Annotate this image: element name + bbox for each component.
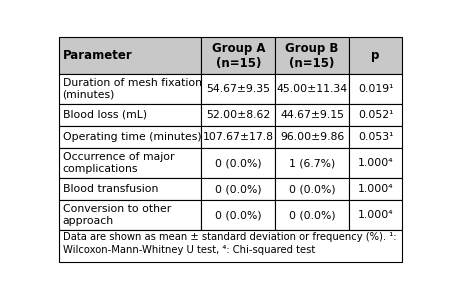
Bar: [349, 178, 402, 200]
Text: 0 (0.0%): 0 (0.0%): [215, 210, 261, 220]
Bar: [202, 178, 275, 200]
Text: Duration of mesh fixation
(minutes): Duration of mesh fixation (minutes): [63, 78, 202, 100]
Bar: [202, 104, 275, 126]
Bar: [349, 104, 402, 126]
Bar: [59, 104, 202, 126]
Bar: [59, 200, 202, 230]
Bar: [202, 37, 275, 74]
Text: 0.053¹: 0.053¹: [358, 132, 393, 142]
Text: 0.052¹: 0.052¹: [358, 110, 393, 120]
Bar: [59, 230, 402, 262]
Text: 52.00±8.62: 52.00±8.62: [206, 110, 270, 120]
Bar: [59, 37, 202, 74]
Text: Group A
(n=15): Group A (n=15): [212, 41, 265, 70]
Text: 1.000⁴: 1.000⁴: [358, 210, 393, 220]
Bar: [59, 126, 202, 149]
Text: p: p: [371, 49, 380, 62]
Bar: [59, 178, 202, 200]
Text: Blood loss (mL): Blood loss (mL): [63, 110, 147, 120]
Text: Conversion to other
approach: Conversion to other approach: [63, 204, 171, 226]
Text: 0 (0.0%): 0 (0.0%): [215, 184, 261, 194]
Text: Parameter: Parameter: [63, 49, 132, 62]
Bar: [275, 37, 349, 74]
Text: 45.00±11.34: 45.00±11.34: [277, 84, 348, 94]
Text: 0.019¹: 0.019¹: [358, 84, 393, 94]
Bar: [59, 74, 202, 104]
Text: 1.000⁴: 1.000⁴: [358, 184, 393, 194]
Bar: [275, 104, 349, 126]
Text: 0 (0.0%): 0 (0.0%): [289, 184, 335, 194]
Text: 1.000⁴: 1.000⁴: [358, 158, 393, 168]
Text: Operating time (minutes): Operating time (minutes): [63, 132, 201, 142]
Bar: [349, 149, 402, 178]
Bar: [275, 74, 349, 104]
Text: Occurrence of major
complications: Occurrence of major complications: [63, 152, 174, 174]
Bar: [349, 126, 402, 149]
Bar: [202, 149, 275, 178]
Bar: [202, 126, 275, 149]
Text: 0 (0.0%): 0 (0.0%): [289, 210, 335, 220]
Text: 1 (6.7%): 1 (6.7%): [289, 158, 335, 168]
Bar: [349, 74, 402, 104]
Bar: [59, 149, 202, 178]
Text: 44.67±9.15: 44.67±9.15: [280, 110, 344, 120]
Bar: [202, 200, 275, 230]
Bar: [275, 126, 349, 149]
Bar: [275, 200, 349, 230]
Text: Group B
(n=15): Group B (n=15): [285, 41, 339, 70]
Bar: [349, 200, 402, 230]
Bar: [349, 37, 402, 74]
Bar: [275, 178, 349, 200]
Bar: [275, 149, 349, 178]
Text: 96.00±9.86: 96.00±9.86: [280, 132, 344, 142]
Text: 107.67±17.8: 107.67±17.8: [203, 132, 274, 142]
Text: 0 (0.0%): 0 (0.0%): [215, 158, 261, 168]
Text: Data are shown as mean ± standard deviation or frequency (%). ¹:
Wilcoxon-Mann-W: Data are shown as mean ± standard deviat…: [63, 232, 396, 255]
Text: Blood transfusion: Blood transfusion: [63, 184, 158, 194]
Text: 54.67±9.35: 54.67±9.35: [207, 84, 270, 94]
Bar: [202, 74, 275, 104]
